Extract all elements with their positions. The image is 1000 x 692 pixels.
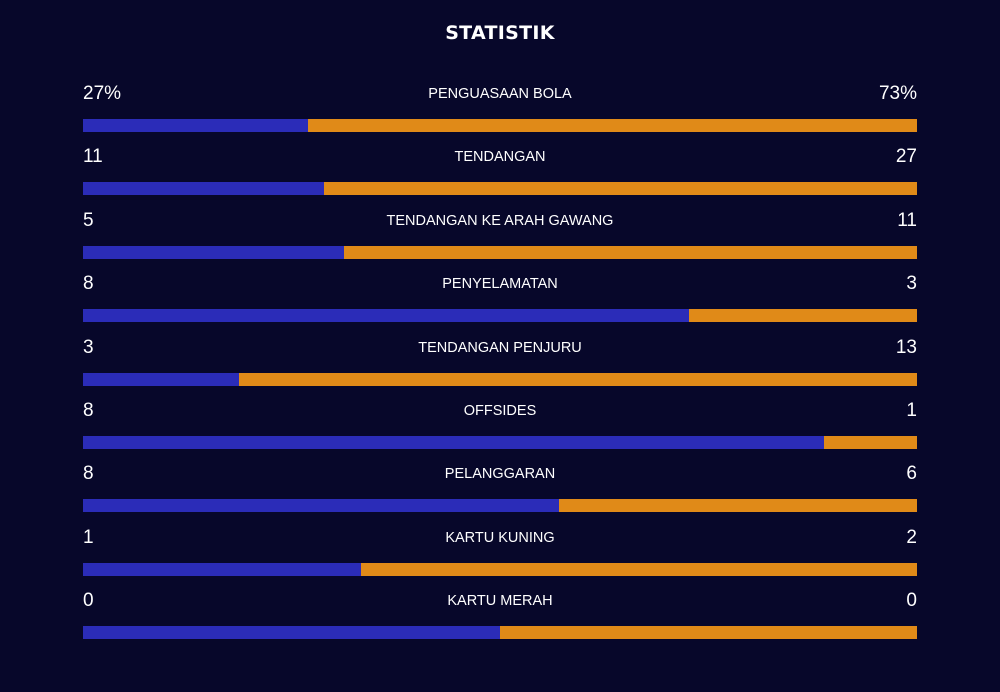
home-value: 27% [83, 83, 122, 104]
away-value: 6 [906, 463, 917, 485]
stat-label: OFFSIDES [463, 402, 537, 419]
comparison-bar [83, 309, 917, 323]
away-value: 3 [906, 273, 917, 295]
comparison-bar [83, 626, 917, 640]
stat-row-red-cards: 0 KARTU MERAH 0 [83, 587, 917, 650]
away-value: 0 [906, 590, 917, 612]
home-bar-fill [83, 119, 309, 132]
comparison-bar [83, 372, 917, 386]
stat-row-possession: 27% PENGUASAAN BOLA 73% [83, 80, 917, 143]
home-value: 11 [83, 146, 103, 168]
comparison-bar [83, 499, 917, 513]
comparison-bar [83, 245, 917, 259]
home-bar-fill [83, 309, 690, 323]
comparison-bar [83, 435, 917, 449]
stat-row-offsides: 8 OFFSIDES 1 [83, 397, 917, 460]
stat-row-fouls: 8 PELANGGARAN 6 [83, 460, 917, 523]
stat-label: TENDANGAN [454, 149, 546, 166]
stat-row-corners: 3 TENDANGAN PENJURU 13 [83, 334, 917, 397]
home-bar-fill [83, 372, 240, 386]
home-value: 5 [83, 209, 94, 231]
away-value: 2 [906, 526, 917, 548]
home-value: 1 [83, 526, 94, 548]
home-value: 8 [83, 273, 94, 295]
stats-list: 27% PENGUASAAN BOLA 73% 11 TENDANGAN 27 [83, 80, 917, 651]
home-bar-fill [83, 182, 325, 196]
comparison-bar [83, 182, 917, 196]
comparison-bar [83, 562, 917, 576]
away-bar-fill [324, 182, 917, 196]
away-bar-fill [559, 499, 917, 513]
home-bar-fill [83, 435, 825, 449]
away-bar-fill [239, 372, 917, 386]
home-value: 8 [83, 399, 94, 421]
stat-row-saves: 8 PENYELAMATAN 3 [83, 270, 917, 333]
home-bar-fill [83, 245, 344, 259]
stat-label: PENGUASAAN BOLA [428, 86, 572, 102]
away-value: 1 [906, 399, 917, 421]
home-bar-fill [83, 499, 560, 513]
stat-label: TENDANGAN KE ARAH GAWANG [386, 212, 614, 229]
home-bar-fill [83, 626, 500, 640]
away-value: 11 [897, 209, 917, 231]
away-value: 13 [895, 336, 917, 358]
stat-row-shots: 11 TENDANGAN 27 [83, 143, 917, 206]
away-bar-fill [500, 626, 917, 640]
home-bar-fill [83, 562, 361, 576]
home-value: 3 [83, 336, 94, 358]
stat-row-yellow-cards: 1 KARTU KUNING 2 [83, 524, 917, 587]
away-bar-fill [689, 309, 917, 323]
home-value: 0 [83, 590, 94, 612]
away-bar-fill [360, 562, 917, 576]
stat-label: KARTU MERAH [447, 593, 553, 610]
stat-label: TENDANGAN PENJURU [418, 339, 582, 356]
away-value: 27 [895, 146, 917, 168]
stat-label: PENYELAMATAN [442, 276, 558, 293]
stat-label: PELANGGARAN [444, 466, 556, 483]
stat-label: KARTU KUNING [445, 529, 555, 546]
away-bar-fill [824, 435, 917, 449]
away-bar-fill [343, 245, 917, 259]
page-title: STATISTIK [445, 22, 555, 44]
comparison-bar [83, 119, 917, 132]
away-bar-fill [308, 119, 917, 132]
home-value: 8 [83, 463, 94, 485]
away-value: 73% [878, 83, 917, 104]
stat-row-shots-on-target: 5 TENDANGAN KE ARAH GAWANG 11 [83, 207, 917, 270]
